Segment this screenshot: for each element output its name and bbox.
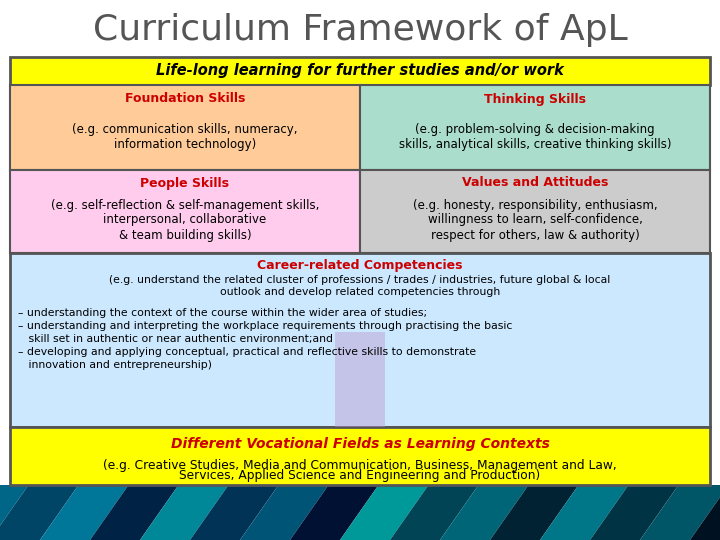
Text: skill set in authentic or near authentic environment;and: skill set in authentic or near authentic…	[18, 334, 333, 344]
Polygon shape	[540, 485, 629, 540]
Polygon shape	[690, 485, 720, 540]
Polygon shape	[440, 485, 528, 540]
FancyBboxPatch shape	[10, 170, 360, 253]
Text: – understanding and interpreting the workplace requirements through practising t: – understanding and interpreting the wor…	[18, 321, 513, 331]
Polygon shape	[590, 485, 678, 540]
Polygon shape	[315, 83, 405, 253]
Polygon shape	[640, 485, 720, 540]
Polygon shape	[240, 485, 328, 540]
Text: (e.g. problem-solving & decision-making
skills, analytical skills, creative thin: (e.g. problem-solving & decision-making …	[399, 123, 671, 151]
Polygon shape	[190, 485, 279, 540]
Text: People Skills: People Skills	[140, 177, 230, 190]
FancyBboxPatch shape	[10, 85, 360, 170]
Text: (e.g. communication skills, numeracy,
information technology): (e.g. communication skills, numeracy, in…	[72, 123, 298, 151]
Polygon shape	[0, 485, 78, 540]
Text: Different Vocational Fields as Learning Contexts: Different Vocational Fields as Learning …	[171, 437, 549, 451]
FancyBboxPatch shape	[360, 85, 710, 170]
Polygon shape	[390, 485, 479, 540]
Text: innovation and entrepreneurship): innovation and entrepreneurship)	[18, 360, 212, 370]
Text: – understanding the context of the course within the wider area of studies;: – understanding the context of the cours…	[18, 308, 427, 318]
Polygon shape	[40, 485, 128, 540]
Polygon shape	[490, 485, 578, 540]
Text: Thinking Skills: Thinking Skills	[484, 92, 586, 105]
Text: Foundation Skills: Foundation Skills	[125, 92, 246, 105]
FancyBboxPatch shape	[335, 332, 385, 427]
Text: (e.g. understand the related cluster of professions / trades / industries, futur: (e.g. understand the related cluster of …	[109, 275, 611, 285]
Text: (e.g. Creative Studies, Media and Communication, Business, Management and Law,: (e.g. Creative Studies, Media and Commun…	[103, 458, 617, 471]
Text: Values and Attitudes: Values and Attitudes	[462, 177, 608, 190]
Polygon shape	[290, 485, 379, 540]
FancyBboxPatch shape	[10, 427, 710, 485]
Text: Curriculum Framework of ApL: Curriculum Framework of ApL	[93, 13, 627, 47]
Text: Life-long learning for further studies and/or work: Life-long learning for further studies a…	[156, 64, 564, 78]
Text: – developing and applying conceptual, practical and reflective skills to demonst: – developing and applying conceptual, pr…	[18, 347, 476, 357]
FancyBboxPatch shape	[10, 57, 710, 85]
Text: (e.g. honesty, responsibility, enthusiasm,
willingness to learn, self-confidence: (e.g. honesty, responsibility, enthusias…	[413, 199, 657, 241]
Text: outlook and develop related competencies through: outlook and develop related competencies…	[220, 287, 500, 297]
Polygon shape	[0, 485, 29, 540]
Polygon shape	[90, 485, 179, 540]
Text: Services, Applied Science and Engineering and Production): Services, Applied Science and Engineerin…	[179, 469, 541, 483]
FancyBboxPatch shape	[10, 253, 710, 427]
Polygon shape	[340, 485, 428, 540]
Polygon shape	[140, 485, 228, 540]
Text: Career-related Competencies: Career-related Competencies	[257, 259, 463, 272]
Text: (e.g. self-reflection & self-management skills,
interpersonal, collaborative
& t: (e.g. self-reflection & self-management …	[51, 199, 319, 241]
FancyBboxPatch shape	[360, 170, 710, 253]
